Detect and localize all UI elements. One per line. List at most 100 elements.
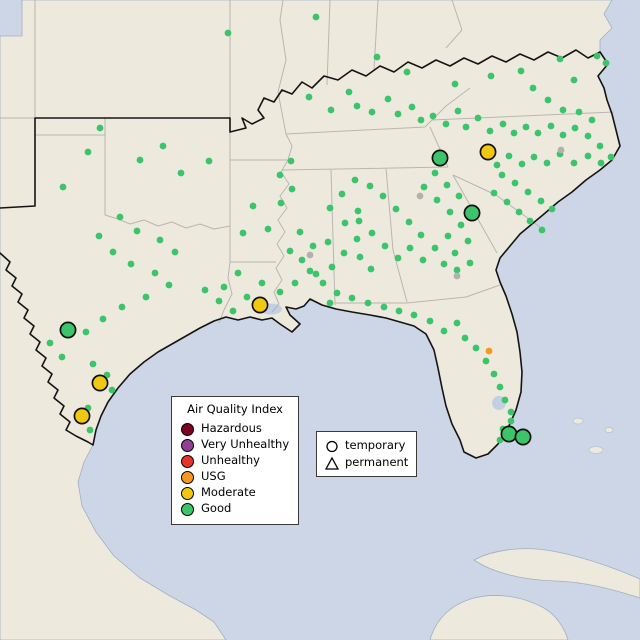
permanent-triangle-icon xyxy=(325,456,339,470)
station-marker-good xyxy=(575,108,583,116)
station-marker-good xyxy=(364,299,372,307)
station-marker-good xyxy=(224,29,232,37)
station-marker-good xyxy=(417,231,425,239)
station-marker-good xyxy=(517,67,525,75)
station-marker-good xyxy=(570,159,578,167)
station-marker-good xyxy=(443,181,451,189)
station-marker-good xyxy=(319,279,327,287)
station-marker-good xyxy=(514,428,532,446)
station-marker-good xyxy=(490,370,498,378)
station-marker-good xyxy=(95,232,103,240)
aqi-legend-label: Very Unhealthy xyxy=(201,437,290,452)
station-marker-good xyxy=(379,192,387,200)
station-marker-good xyxy=(287,157,295,165)
aqi-legend-item-usg: USG xyxy=(181,469,289,485)
station-marker-good xyxy=(537,197,545,205)
station-marker-good xyxy=(215,297,223,305)
station-marker-good xyxy=(500,425,518,443)
station-marker-good xyxy=(442,120,450,128)
aqi-legend-item-good: Good xyxy=(181,501,289,517)
station-marker-good xyxy=(234,269,242,277)
station-marker-good xyxy=(498,171,506,179)
station-marker-good xyxy=(229,307,237,315)
station-marker-good xyxy=(327,106,335,114)
moderate-swatch-icon xyxy=(181,486,194,500)
station-marker-good xyxy=(368,108,376,116)
station-marker-good xyxy=(419,256,427,264)
station-marker-good xyxy=(522,123,530,131)
station-marker-good xyxy=(559,131,567,139)
cuba-island xyxy=(473,548,640,599)
station-marker-moderate xyxy=(91,374,109,392)
unhealthy-swatch-icon xyxy=(181,454,194,468)
aqi-legend: Air Quality Index Hazardous Very Unhealth… xyxy=(171,396,300,525)
aqi-legend-label: Good xyxy=(201,501,232,516)
station-marker-good xyxy=(324,238,332,246)
station-marker-good xyxy=(306,267,314,275)
station-marker-good xyxy=(201,286,209,294)
station-marker-good xyxy=(142,293,150,301)
station-marker-missing xyxy=(306,251,314,259)
very_unhealthy-swatch-icon xyxy=(181,438,194,452)
station-marker-good xyxy=(151,269,159,277)
station-marker-good xyxy=(463,204,481,222)
station-marker-good xyxy=(457,221,465,229)
usg-swatch-icon xyxy=(181,470,194,484)
shape-legend-item-temporary: temporary xyxy=(325,437,408,454)
station-marker-good xyxy=(353,235,361,243)
aqi-legend-label: Hazardous xyxy=(201,421,262,436)
aqi-legend-label: USG xyxy=(201,469,226,484)
station-marker-good xyxy=(354,207,362,215)
station-marker-good xyxy=(444,232,452,240)
station-marker-good xyxy=(584,152,592,160)
station-marker-good xyxy=(220,283,228,291)
station-marker-good xyxy=(547,122,555,130)
station-marker-good xyxy=(405,218,413,226)
station-marker-good xyxy=(348,294,356,302)
station-marker-good xyxy=(249,202,257,210)
station-marker-good xyxy=(338,190,346,198)
station-marker-good xyxy=(451,249,459,257)
station-marker-good xyxy=(296,228,304,236)
station-marker-good xyxy=(99,315,107,323)
stations-layer xyxy=(46,13,615,446)
station-marker-good xyxy=(394,110,402,118)
station-marker-good xyxy=(446,208,454,216)
station-marker-good xyxy=(58,353,66,361)
station-marker-good xyxy=(118,303,126,311)
station-marker-good xyxy=(426,317,434,325)
station-marker-good xyxy=(367,265,375,273)
station-marker-good xyxy=(518,160,526,168)
station-marker-good xyxy=(368,229,376,237)
station-marker-good xyxy=(177,169,185,177)
station-marker-good xyxy=(286,247,294,255)
station-marker-good xyxy=(46,339,54,347)
aqi-legend-item-unhealthy: Unhealthy xyxy=(181,453,289,469)
station-marker-good xyxy=(496,436,504,444)
station-marker-good xyxy=(548,205,556,213)
station-marker-good xyxy=(345,88,353,96)
station-marker-good xyxy=(403,68,411,76)
station-marker-good xyxy=(503,198,511,206)
station-marker-good xyxy=(602,59,610,67)
station-marker-good xyxy=(420,183,428,191)
station-marker-good xyxy=(474,114,482,122)
station-marker-good xyxy=(205,157,213,165)
station-marker-good xyxy=(461,334,469,342)
station-marker-good xyxy=(511,179,519,187)
station-marker-good xyxy=(258,279,266,287)
shape-legend-item-permanent: permanent xyxy=(325,454,408,471)
station-marker-good xyxy=(356,253,364,261)
shape-legend: temporary permanent xyxy=(316,431,418,477)
station-marker-good xyxy=(89,360,97,368)
station-marker-good xyxy=(373,53,381,61)
yucatan-landmass xyxy=(429,595,569,640)
station-marker-good xyxy=(486,127,494,135)
station-marker-good xyxy=(243,293,251,301)
station-marker-good xyxy=(515,208,523,216)
station-marker-good xyxy=(431,244,439,252)
station-marker-good xyxy=(433,196,441,204)
aqi-legend-items: Hazardous Very Unhealthy Unhealthy USG Moder… xyxy=(181,421,289,517)
